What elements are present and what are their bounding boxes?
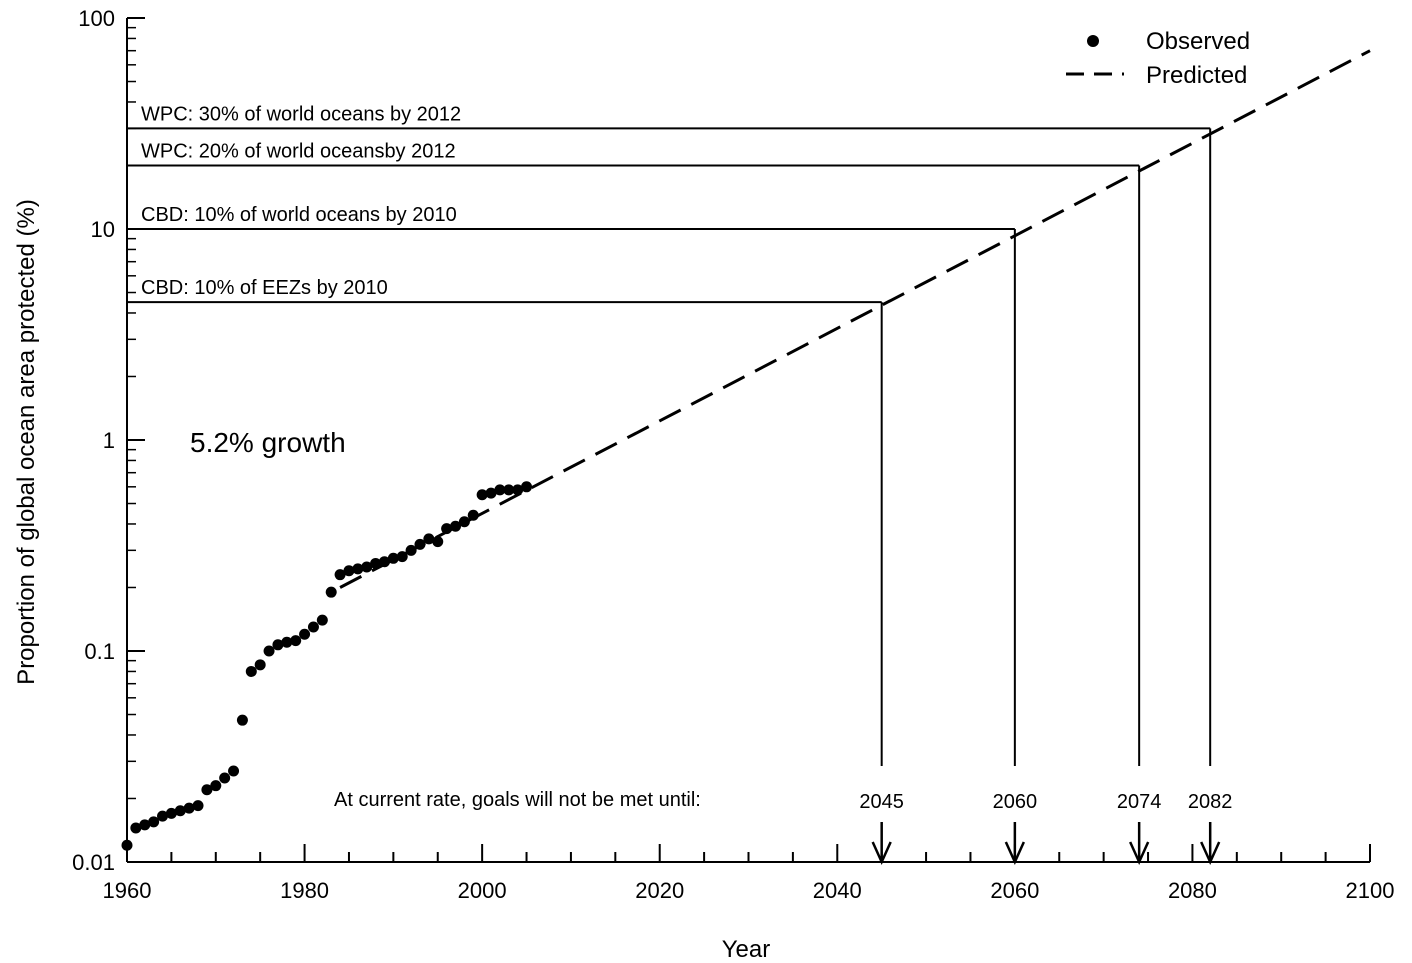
observed-point [192,800,204,812]
predicted-series [339,49,1371,589]
y-tick-label: 0.01 [72,850,115,875]
observed-point [121,839,133,851]
observed-point [370,557,382,569]
observed-point [450,520,462,532]
observed-point [210,780,222,792]
observed-point [494,484,506,496]
legend-predicted-label: Predicted [1146,62,1247,89]
goal-arrow-head [1129,841,1150,866]
x-tick-label: 2040 [813,878,862,903]
observed-point [352,563,364,575]
goal-arrow-head [1200,841,1221,866]
observed-point [263,645,275,657]
current-rate-annotation: At current rate, goals will not be met u… [334,789,701,811]
x-tick-label: 2020 [635,878,684,903]
goal-label: WPC: 30% of world oceans by 2012 [141,103,461,125]
observed-point [423,533,435,545]
legend-observed-marker [1087,35,1099,47]
y-tick-label: 1 [103,428,115,453]
observed-point [272,639,284,651]
x-tick-label: 1960 [103,878,152,903]
observed-point [476,489,488,501]
observed-point [254,659,266,671]
observed-point [183,802,195,814]
observed-point [512,484,524,496]
observed-point [485,487,497,499]
observed-point [299,628,311,640]
observed-point [139,819,151,831]
y-tick-label: 0.1 [84,639,115,664]
observed-point [245,665,257,677]
observed-point [157,810,169,822]
goal-year-label: 2082 [1188,791,1233,813]
observed-point [201,784,213,796]
goal-arrow-head [871,841,892,866]
observed-point [236,714,248,726]
observed-point [414,538,426,550]
observed-point [458,516,470,528]
y-tick-label: 10 [91,217,115,242]
observed-point [316,614,328,626]
observed-point [503,484,515,496]
goal-label: CBD: 10% of world oceans by 2010 [141,204,457,226]
observed-point [281,636,293,648]
x-tick-label: 2080 [1168,878,1217,903]
y-tick-label: 100 [78,6,115,31]
goal-label: CBD: 10% of EEZs by 2010 [141,277,388,299]
observed-point [432,536,444,548]
goal-year-label: 2060 [993,791,1038,813]
observed-point [343,565,355,577]
legend: Observed Predicted [1066,28,1250,89]
goal-year-label: 2074 [1117,791,1162,813]
legend-observed-label: Observed [1146,28,1250,55]
observed-point [521,481,533,493]
observed-point [441,523,453,535]
goal-year-label: 2045 [859,791,904,813]
observed-point [405,544,417,556]
observed-point [130,822,142,834]
goal-label: WPC: 20% of world oceansby 2012 [141,140,456,162]
observed-point [219,772,231,784]
growth-annotation: 5.2% growth [190,427,346,458]
observed-point [290,635,302,647]
goal-arrow-head [1004,841,1025,866]
observed-point [361,561,373,573]
observed-point [307,621,319,633]
observed-series [121,481,533,851]
predicted-line [339,49,1371,589]
observed-point [325,586,337,598]
goal-lines: WPC: 30% of world oceans by 2012 2082 WPC:… [127,103,1233,866]
y-axis-title: Proportion of global ocean area protecte… [13,199,40,685]
observed-point [334,569,346,581]
observed-point [378,556,390,568]
observed-point [165,807,177,819]
observed-point [387,552,399,564]
x-tick-label: 2000 [458,878,507,903]
observed-point [174,805,186,817]
observed-point [396,551,408,563]
x-tick-label: 1980 [280,878,329,903]
observed-point [148,816,160,828]
x-axis-title: Year [722,936,771,963]
observed-point [467,509,479,521]
observed-point [228,765,240,777]
x-tick-label: 2100 [1346,878,1395,903]
x-tick-label: 2060 [990,878,1039,903]
